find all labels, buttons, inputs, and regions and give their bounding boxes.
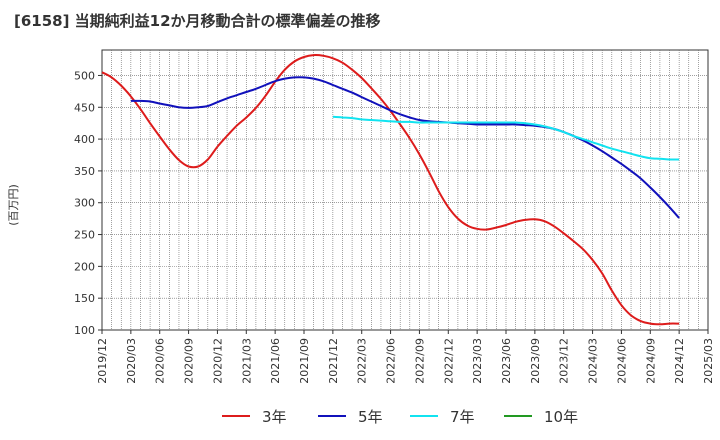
y-axis-label: (百万円): [7, 184, 20, 226]
x-tick-label: 2024/06: [615, 338, 628, 384]
series-lines: [101, 54, 680, 326]
legend-item-7y: 7年: [410, 404, 475, 428]
legend-label-3y: 3年: [262, 407, 287, 426]
y-tick-label: 350: [74, 165, 95, 178]
y-tick-label: 200: [74, 260, 95, 273]
x-tick-label: 2023/12: [558, 338, 571, 384]
series-line-5y: [130, 76, 680, 219]
x-tick-label: 2024/09: [644, 338, 657, 384]
legend-label-5y: 5年: [358, 407, 383, 426]
legend-label-10y: 10年: [544, 407, 579, 426]
x-tick-label: 2021/06: [269, 338, 282, 384]
y-tick-label: 300: [74, 197, 95, 210]
axes: 2019/12 2020/03 2020/06 2020/09 2020/12 2021/…: [74, 69, 715, 383]
x-tick-label: 2020/09: [183, 338, 196, 384]
plot-area: [101, 49, 709, 331]
x-tick-label: 2023/06: [500, 338, 513, 384]
x-tick-label: 2020/06: [154, 338, 167, 384]
legend-item-10y: 10年: [504, 404, 578, 428]
x-tick-label: 2022/03: [356, 338, 369, 384]
x-tick-label: 2023/03: [471, 338, 484, 384]
legend-item-5y: 5年: [318, 404, 383, 428]
x-tick-label: 2023/09: [529, 338, 542, 384]
y-tick-label: 250: [74, 229, 95, 242]
x-tick-label: 2022/09: [413, 338, 426, 384]
legend: 3年 5年 7年 10年: [0, 404, 720, 428]
legend-swatch-3y: [222, 415, 250, 417]
legend-label-7y: 7年: [450, 407, 475, 426]
x-tick-label: 2024/12: [673, 338, 686, 384]
x-tick-label: 2022/06: [385, 338, 398, 384]
x-tick-label: 2021/09: [298, 338, 311, 384]
x-tick-label: 2022/12: [442, 338, 455, 384]
y-tick-label: 400: [74, 133, 95, 146]
x-tick-label: 2021/12: [327, 338, 340, 384]
x-tick-label: 2019/12: [96, 338, 109, 384]
y-tick-label: 500: [74, 69, 95, 82]
chart-title: [6158] 当期純利益12か月移動合計の標準偏差の推移: [14, 12, 381, 30]
y-tick-label: 450: [74, 101, 95, 114]
legend-item-3y: 3年: [222, 404, 287, 428]
x-tick-label: 2024/03: [587, 338, 600, 384]
y-tick-label: 100: [74, 324, 95, 337]
x-tick-label: 2021/03: [240, 338, 253, 384]
series-line-7y: [332, 115, 680, 161]
x-tick-label: 2020/03: [125, 338, 138, 384]
legend-swatch-10y: [504, 415, 532, 417]
legend-swatch-5y: [318, 415, 346, 417]
x-tick-label: 2020/12: [211, 338, 224, 384]
legend-swatch-7y: [410, 415, 438, 417]
x-tick-label: 2025/03: [702, 338, 715, 384]
y-tick-label: 150: [74, 292, 95, 305]
